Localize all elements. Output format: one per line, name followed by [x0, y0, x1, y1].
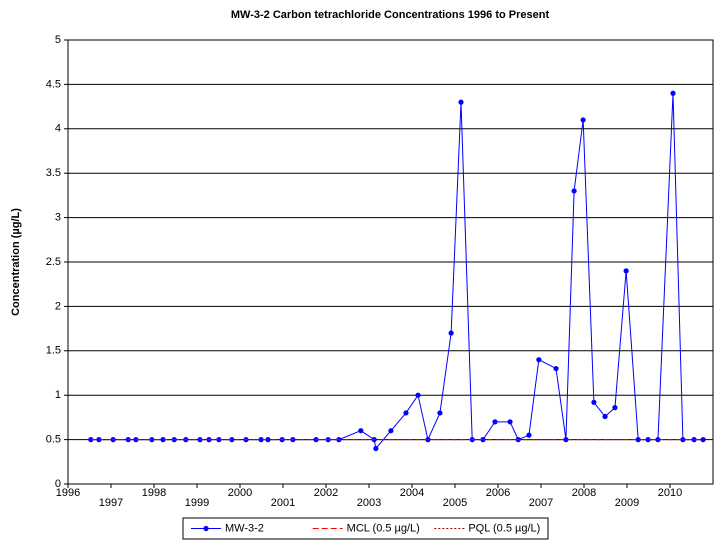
data-point — [536, 357, 542, 363]
x-tick-label: 1999 — [185, 497, 209, 509]
data-point — [580, 117, 586, 123]
data-point — [670, 90, 676, 96]
data-point — [373, 445, 379, 452]
y-tick-label: 1.5 — [46, 345, 61, 357]
y-tick-label: 0 — [55, 478, 61, 490]
data-point — [553, 365, 559, 372]
y-tick-label: 1 — [55, 389, 61, 401]
y-tick-label: 4 — [55, 123, 61, 135]
x-tick-label: 1998 — [142, 487, 166, 499]
x-tick-label: 2009 — [615, 497, 639, 509]
data-point — [602, 413, 608, 420]
y-tick-label: 3 — [55, 212, 61, 224]
y-tick-label: 3.5 — [46, 167, 61, 179]
data-point — [388, 428, 394, 434]
y-tick-label: 4.5 — [46, 78, 61, 90]
data-point — [492, 419, 498, 425]
data-point — [526, 432, 532, 438]
x-tick-label: 2001 — [271, 497, 295, 509]
data-point — [358, 428, 364, 434]
legend-box — [182, 517, 549, 540]
y-tick-label: 2.5 — [46, 256, 61, 268]
y-axis-label: Concentration (µg/L) — [10, 208, 22, 316]
chart-title: MW-3-2 Carbon tetrachloride Concentratio… — [231, 9, 550, 21]
y-tick-label: 5 — [55, 34, 61, 46]
data-point — [458, 99, 464, 105]
x-tick-label: 2006 — [486, 487, 510, 499]
x-tick-label: 2008 — [572, 487, 596, 499]
x-tick-label: 2000 — [228, 487, 252, 499]
data-point — [258, 437, 264, 443]
data-point — [403, 410, 409, 416]
legend-label: MCL (0.5 µg/L) — [347, 522, 420, 534]
y-tick-label: 2 — [55, 300, 61, 312]
plot-border — [67, 39, 714, 485]
x-tick-label: 2010 — [658, 487, 682, 499]
x-tick-label: 2003 — [357, 497, 381, 509]
data-point — [437, 410, 443, 416]
x-tick-label: 1997 — [99, 497, 123, 509]
x-tick-label: 2007 — [529, 497, 553, 509]
legend-marker — [203, 525, 209, 532]
data-point — [612, 405, 618, 411]
data-point — [623, 268, 629, 274]
data-point — [563, 437, 569, 443]
x-tick-label: 1996 — [56, 487, 80, 499]
x-tick-label: 2002 — [314, 487, 338, 499]
data-point — [507, 419, 513, 425]
data-point — [415, 392, 421, 398]
data-point — [448, 330, 454, 336]
x-tick-label: 2005 — [443, 497, 467, 509]
x-tick-label: 2004 — [400, 487, 424, 499]
legend-label: PQL (0.5 µg/L) — [468, 522, 540, 534]
data-point — [591, 399, 597, 405]
data-point — [571, 188, 577, 194]
data-point — [635, 437, 641, 443]
y-tick-label: 0.5 — [46, 434, 61, 446]
legend-label: MW-3-2 — [225, 522, 264, 534]
